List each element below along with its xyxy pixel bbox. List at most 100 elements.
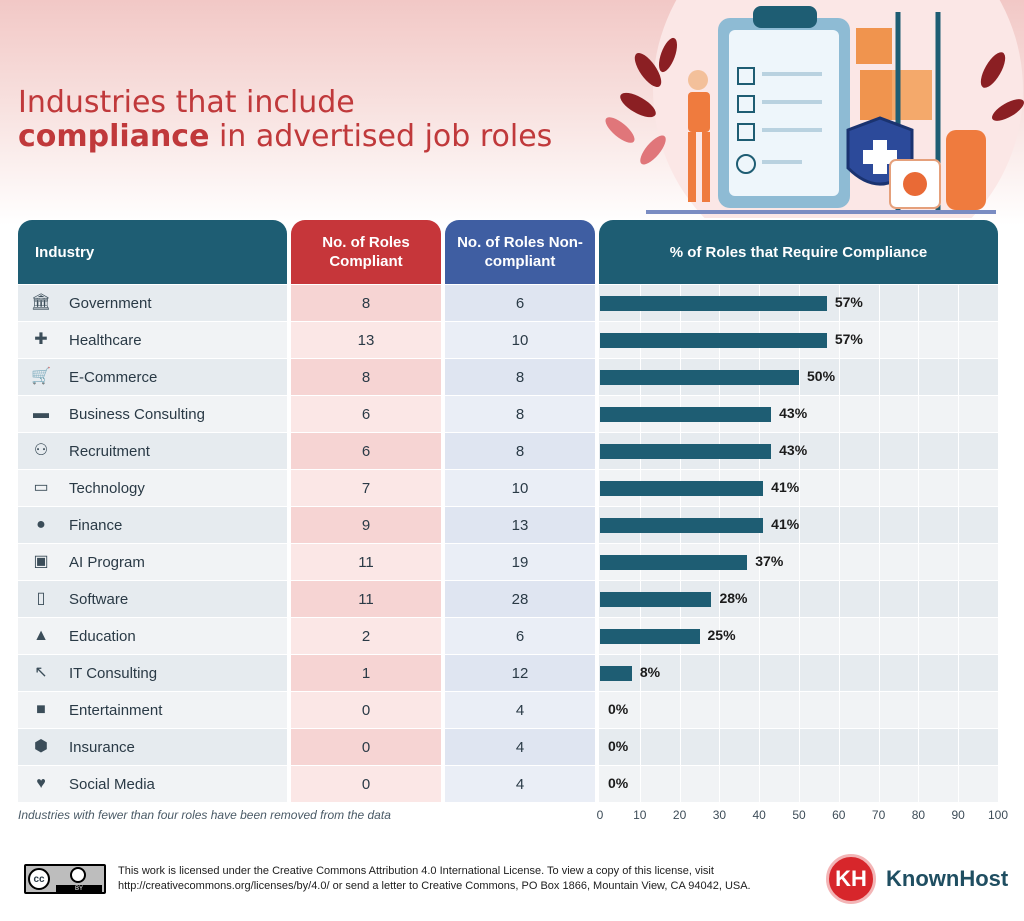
grid-line xyxy=(998,655,999,691)
grid-line xyxy=(838,359,840,395)
bar-value-label: 43% xyxy=(779,405,808,421)
grid-line xyxy=(759,655,761,691)
grid-line xyxy=(998,470,999,506)
percent-cell: 43% xyxy=(599,396,999,432)
grid-line xyxy=(878,433,880,469)
x-tick-label: 80 xyxy=(911,808,926,822)
bar-value-label: 0% xyxy=(608,701,629,717)
grid-line xyxy=(719,692,721,728)
table-row: ▣ AI Program 11 19 37% xyxy=(18,544,999,581)
industry-cell: ✚ Healthcare xyxy=(18,322,287,358)
industry-label: Business Consulting xyxy=(69,405,205,423)
table-row: 🏛 Government 8 6 57% xyxy=(18,285,999,322)
grid-line xyxy=(918,766,920,802)
camera-icon: ■ xyxy=(36,701,46,718)
x-tick-label: 70 xyxy=(871,808,886,822)
bar-value-label: 41% xyxy=(771,479,800,495)
compliant-count: 7 xyxy=(291,470,441,506)
industry-label: Education xyxy=(69,627,136,645)
bank-icon: 🏛 xyxy=(30,294,52,311)
grid-line xyxy=(998,322,999,358)
cart-icon: 🛒 xyxy=(31,368,51,385)
compliant-count: 0 xyxy=(291,692,441,728)
compliant-count: 0 xyxy=(291,729,441,765)
industry-label: IT Consulting xyxy=(69,664,158,682)
bar-value-label: 28% xyxy=(719,590,748,606)
grid-line xyxy=(958,544,960,580)
header-percent: % of Roles that Require Compliance xyxy=(599,220,998,284)
grid-line xyxy=(838,433,840,469)
grid-line xyxy=(838,655,840,691)
percent-cell: 28% xyxy=(599,581,999,617)
bar-value-label: 43% xyxy=(779,442,808,458)
chat-heart-icon: ♥ xyxy=(36,775,46,792)
table-row: ♥ Social Media 0 4 0% xyxy=(18,766,999,803)
noncompliant-count: 8 xyxy=(445,396,595,432)
x-tick-label: 20 xyxy=(672,808,687,822)
title-bold-word: compliance xyxy=(18,119,210,154)
noncompliant-count: 6 xyxy=(445,285,595,321)
industry-label: E-Commerce xyxy=(69,368,158,386)
grid-line xyxy=(958,729,960,765)
title-rest: in advertised job roles xyxy=(209,119,553,154)
grid-line xyxy=(719,618,721,654)
grid-line xyxy=(918,544,920,580)
noncompliant-count: 19 xyxy=(445,544,595,580)
percent-cell: 41% xyxy=(599,507,999,543)
cursor-click-icon: ↖ xyxy=(34,664,48,681)
percent-cell: 8% xyxy=(599,655,999,691)
grid-line xyxy=(958,655,960,691)
grid-line xyxy=(958,396,960,432)
cc-icon: cc xyxy=(28,868,50,890)
grid-line xyxy=(918,433,920,469)
grid-line xyxy=(918,359,920,395)
grid-line xyxy=(799,470,800,506)
briefcase-icon: ▬ xyxy=(33,405,49,422)
footnote: Industries with fewer than four roles ha… xyxy=(18,808,391,822)
grid-line xyxy=(918,618,920,654)
license-text: This work is licensed under the Creative… xyxy=(118,865,751,892)
bar-value-label: 0% xyxy=(608,775,629,791)
grid-line xyxy=(799,766,800,802)
percent-cell: 57% xyxy=(599,285,999,321)
noncompliant-count: 28 xyxy=(445,581,595,617)
grid-line xyxy=(958,359,960,395)
table-row: ▬ Business Consulting 6 8 43% xyxy=(18,396,999,433)
bar xyxy=(600,444,772,459)
grid-line xyxy=(918,655,920,691)
bar-value-label: 41% xyxy=(771,516,800,532)
industry-cell: ▣ AI Program xyxy=(18,544,287,580)
grid-line xyxy=(759,581,761,617)
x-tick-label: 100 xyxy=(987,808,1009,822)
people-icon: ⚇ xyxy=(33,442,49,459)
compliant-count: 6 xyxy=(291,396,441,432)
grid-line xyxy=(878,470,880,506)
header-industry: Industry xyxy=(18,220,287,284)
grid-line xyxy=(838,470,840,506)
piggy-bank-icon: ● xyxy=(36,516,46,533)
attribution-icon xyxy=(70,867,86,883)
graduation-cap-icon: ▲ xyxy=(33,627,49,644)
grid-line xyxy=(878,507,880,543)
leaves-left-icon xyxy=(620,37,678,118)
compliant-count: 0 xyxy=(291,766,441,802)
industry-label: Entertainment xyxy=(69,701,163,719)
industry-label: Technology xyxy=(69,479,145,497)
industry-cell: ⚇ Recruitment xyxy=(18,433,287,469)
grid-line xyxy=(878,544,880,580)
grid-line xyxy=(838,544,840,580)
industry-cell: ▬ Business Consulting xyxy=(18,396,287,432)
page-title: Industries that include compliance in ad… xyxy=(18,86,552,154)
grid-line xyxy=(998,396,999,432)
grid-line xyxy=(918,396,920,432)
table-row: ⚇ Recruitment 6 8 43% xyxy=(18,433,999,470)
grid-line xyxy=(759,766,761,802)
industry-cell: ⬢ Insurance xyxy=(18,729,287,765)
grid-line xyxy=(639,692,641,728)
grid-line xyxy=(799,359,800,395)
grid-line xyxy=(759,692,761,728)
grid-line xyxy=(639,766,641,802)
grid-line xyxy=(958,322,960,358)
grid-line xyxy=(918,692,920,728)
industry-label: Social Media xyxy=(69,775,155,793)
